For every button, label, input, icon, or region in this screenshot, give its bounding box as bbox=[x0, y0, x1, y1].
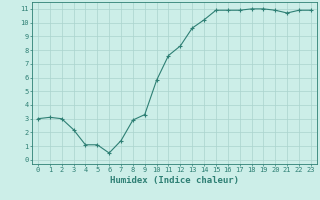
X-axis label: Humidex (Indice chaleur): Humidex (Indice chaleur) bbox=[110, 176, 239, 185]
